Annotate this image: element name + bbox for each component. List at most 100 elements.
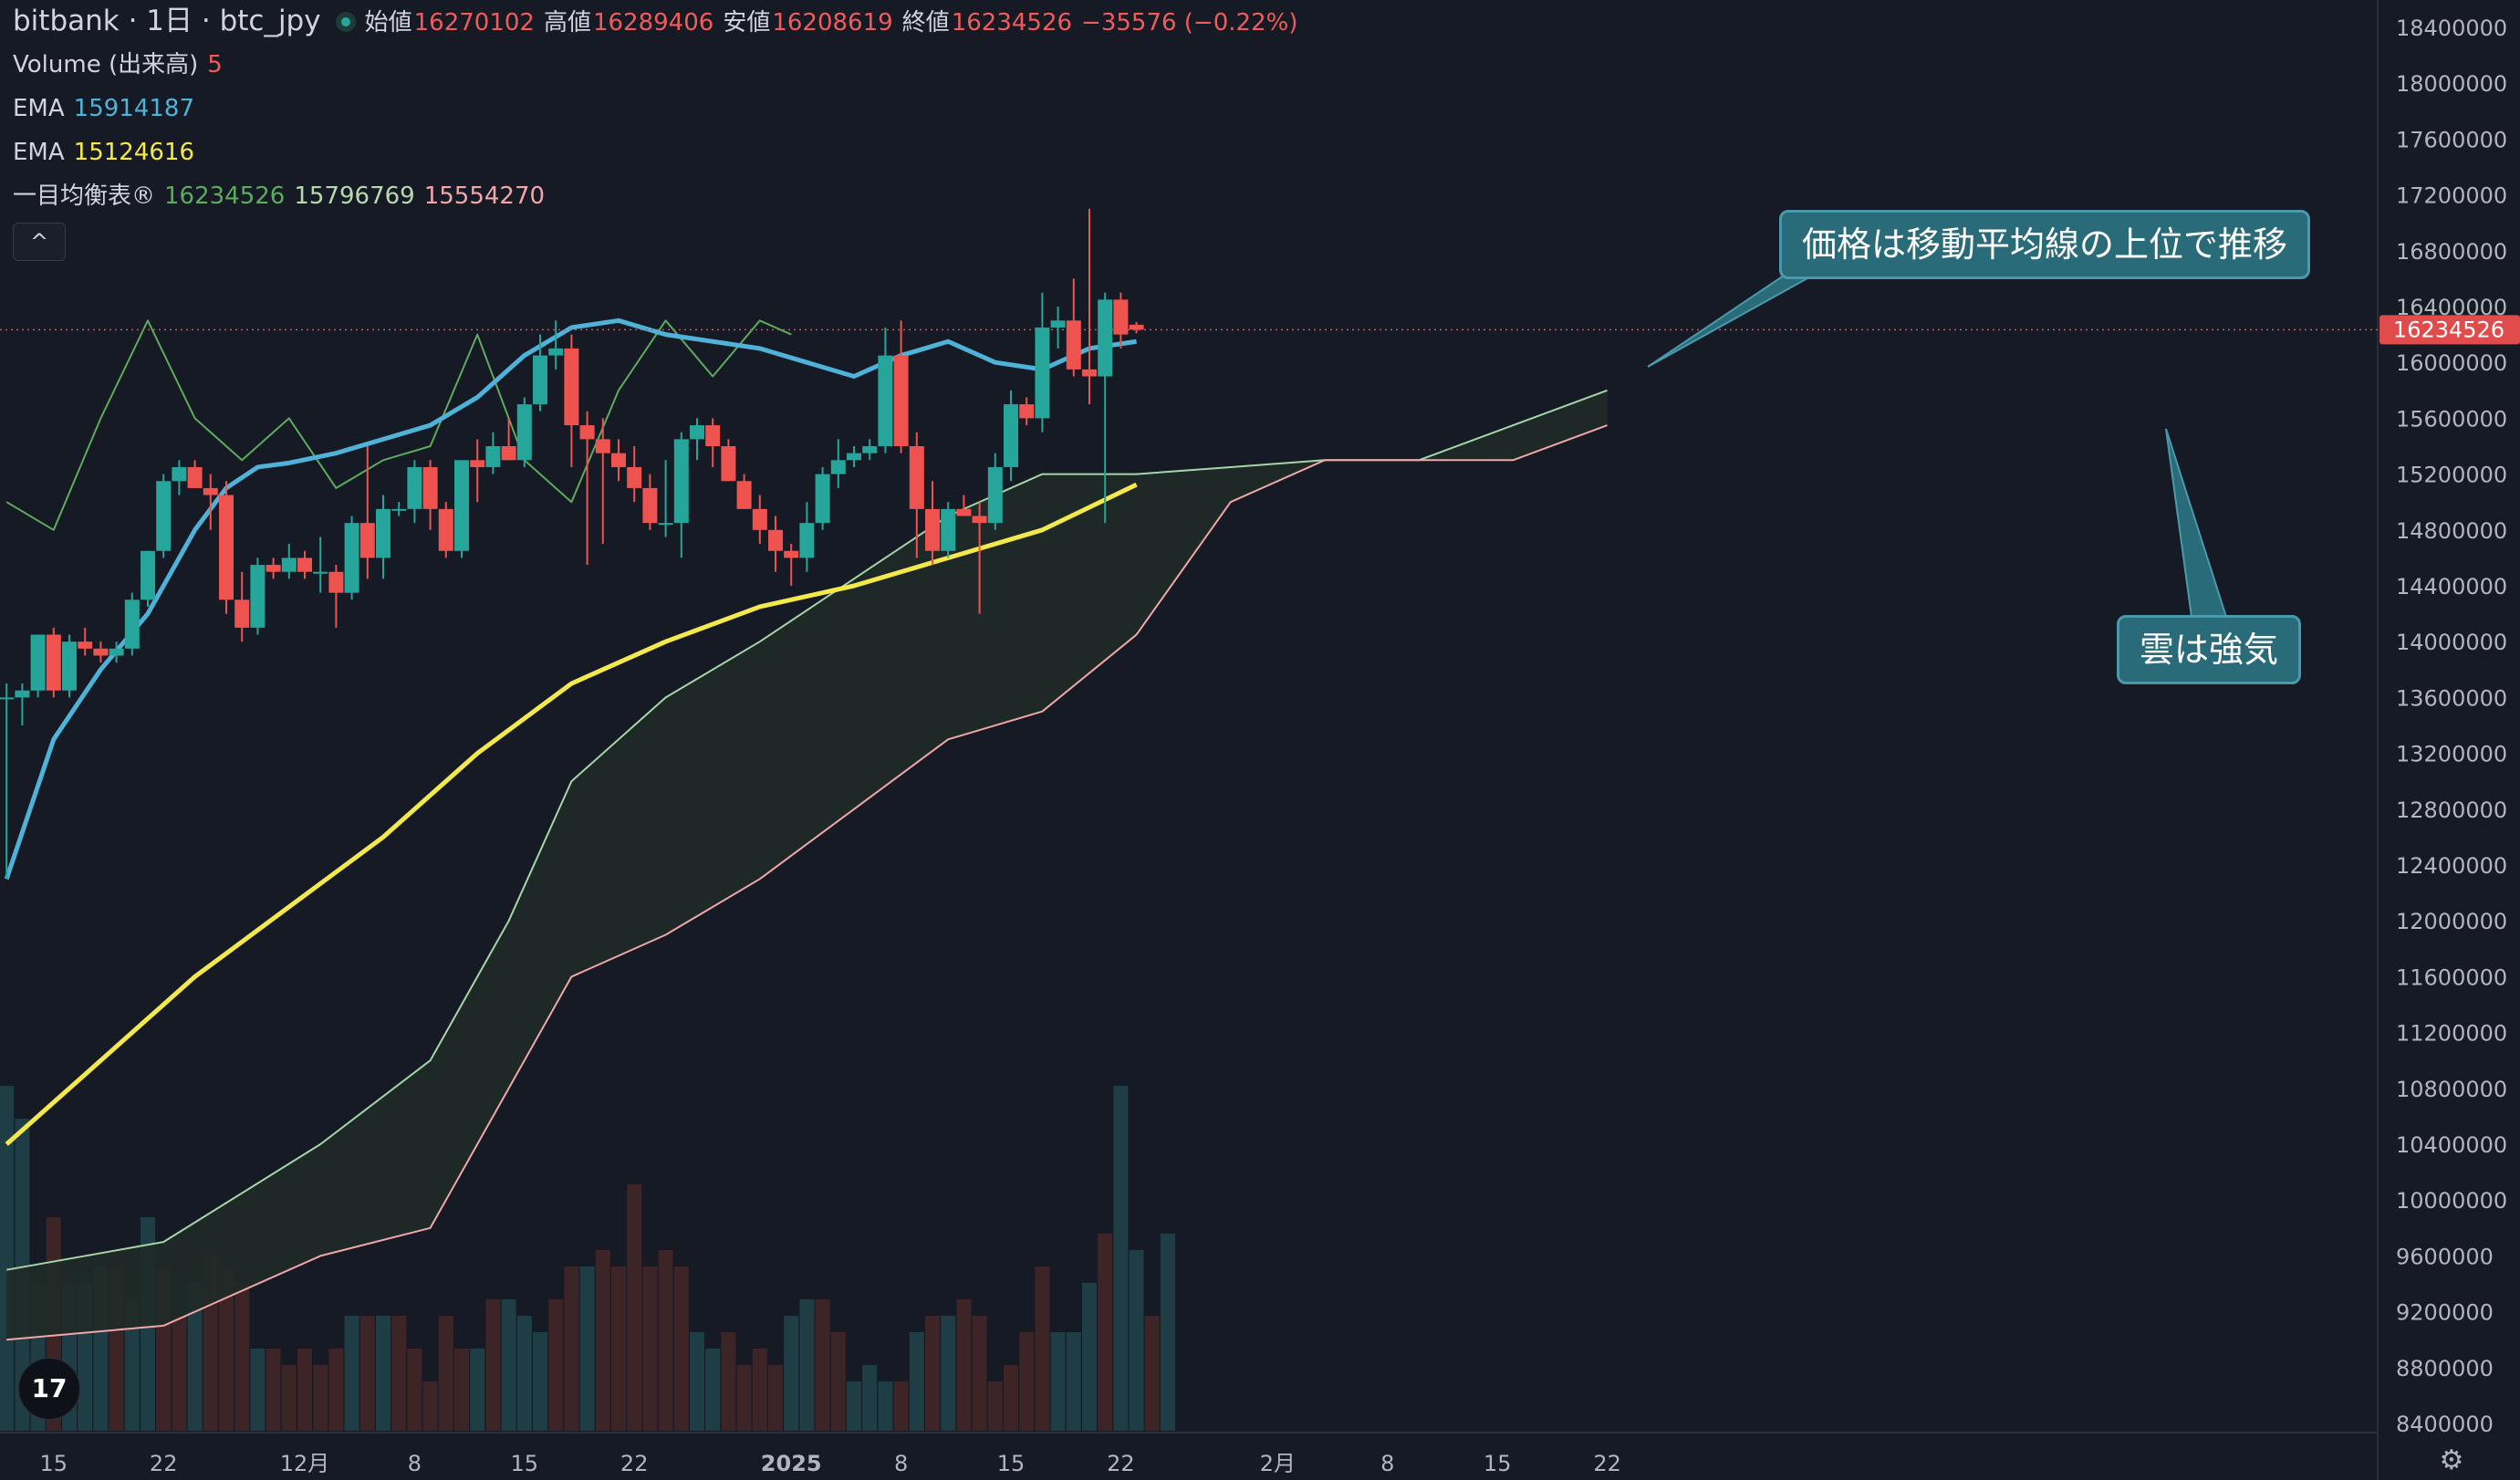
- candle-body: [642, 487, 658, 524]
- open-label: 始値: [364, 9, 412, 36]
- candle-body: [1019, 404, 1035, 419]
- ema-fast-legend[interactable]: EMA 15914187: [13, 95, 203, 122]
- volume-bar: [1098, 1234, 1113, 1431]
- settings-gear-icon[interactable]: ⚙: [2439, 1444, 2464, 1476]
- high-value: 16289406: [592, 9, 714, 36]
- volume-bar: [422, 1381, 438, 1431]
- price-axis-tick: 12400000: [2396, 853, 2507, 879]
- candle-body: [1050, 320, 1066, 328]
- candle-body: [752, 508, 767, 530]
- volume-bar: [815, 1299, 830, 1431]
- open-value: 16270102: [413, 9, 535, 36]
- candle-body: [658, 523, 673, 526]
- volume-bar: [501, 1299, 516, 1431]
- tradingview-logo-icon[interactable]: 17: [18, 1358, 80, 1420]
- candle-body: [391, 508, 407, 511]
- candle-body: [595, 439, 610, 453]
- symbol-title[interactable]: bitbank · 1日 · btc_jpy: [13, 5, 321, 37]
- volume-bar: [1050, 1332, 1066, 1431]
- volume-bar: [172, 1316, 187, 1431]
- volume-bar: [987, 1381, 1003, 1431]
- price-axis-tick: 17600000: [2396, 127, 2507, 152]
- candle-body: [925, 508, 940, 551]
- candle-body: [1035, 327, 1050, 419]
- volume-bar: [690, 1332, 704, 1431]
- volume-bar: [470, 1349, 485, 1431]
- price-axis-tick: 12800000: [2396, 797, 2507, 823]
- cloud-callout-pointer: [2165, 428, 2228, 618]
- volume-bar: [893, 1381, 909, 1431]
- volume-bar: [972, 1316, 987, 1431]
- candle-body: [1129, 324, 1144, 330]
- candle-body: [78, 641, 93, 649]
- time-axis-tick: 22: [150, 1451, 178, 1476]
- price-axis-tick: 12000000: [2396, 909, 2507, 934]
- candle-body: [972, 516, 987, 524]
- volume-bar: [376, 1316, 390, 1431]
- candle-body: [956, 508, 972, 516]
- price-axis-tick: 10800000: [2396, 1077, 2507, 1102]
- volume-bar: [768, 1365, 783, 1431]
- time-axis-tick: 8: [894, 1451, 908, 1476]
- time-axis-tick: 8: [1380, 1451, 1394, 1476]
- ema-fast-label: EMA: [13, 95, 65, 122]
- volume-bar: [627, 1184, 642, 1431]
- volume-bar: [752, 1349, 767, 1431]
- candle-body: [611, 453, 626, 467]
- candle-body: [124, 599, 140, 649]
- ema-fast-line: [4, 318, 1137, 881]
- candle-body: [721, 446, 736, 482]
- price-axis-tick: 14800000: [2396, 518, 2507, 544]
- candle-body: [250, 565, 266, 628]
- candle-body: [438, 508, 453, 551]
- volume-bar: [1161, 1234, 1175, 1431]
- last-price-tag: [2379, 315, 2520, 345]
- candle-body: [313, 571, 328, 574]
- volume-bar: [799, 1299, 815, 1431]
- collapse-legend-button[interactable]: ^: [13, 223, 66, 261]
- ema-fast-value: 15914187: [73, 95, 194, 122]
- candle-body: [485, 446, 501, 467]
- volume-bar: [1113, 1086, 1129, 1431]
- price-axis-tick: 10000000: [2396, 1188, 2507, 1214]
- volume-bar: [878, 1381, 893, 1431]
- volume-legend[interactable]: Volume (出来高) 5: [13, 51, 232, 78]
- change-value: −35576 (−0.22%): [1081, 9, 1298, 36]
- ema-slow-value: 15124616: [73, 139, 194, 166]
- price-axis-tick: 8400000: [2396, 1412, 2494, 1437]
- candle-body: [815, 474, 830, 524]
- market-status-icon: [335, 12, 356, 32]
- price-axis-tick: 14400000: [2396, 574, 2507, 599]
- volume-bar: [1129, 1250, 1144, 1431]
- price-axis-tick: 16800000: [2396, 239, 2507, 265]
- candle-body: [799, 523, 815, 558]
- volume-bar: [1004, 1365, 1018, 1431]
- volume-bar: [579, 1266, 595, 1431]
- volume-bar: [705, 1349, 721, 1431]
- time-axis-tick: 2025: [761, 1451, 822, 1476]
- ichimoku-value-3: 15554270: [423, 182, 546, 210]
- ema-slow-legend[interactable]: EMA 15124616: [13, 139, 203, 166]
- candle-body: [627, 466, 642, 488]
- candle-body: [784, 550, 799, 558]
- price-axis-tick: 18000000: [2396, 71, 2507, 97]
- header-row: bitbank · 1日 · btc_jpy 始値16270102 高値162894…: [13, 5, 1307, 37]
- volume-label: Volume (出来高): [13, 51, 199, 78]
- volume-bar: [187, 1283, 203, 1431]
- volume-bar: [516, 1316, 532, 1431]
- candle-body: [830, 460, 846, 474]
- volume-bar: [830, 1332, 846, 1431]
- volume-bar: [281, 1365, 297, 1431]
- candle-body: [533, 355, 547, 405]
- ichimoku-legend[interactable]: 一目均衡表® 16234526 15796769 15554270: [13, 182, 554, 210]
- volume-bar: [344, 1316, 359, 1431]
- time-axis-tick: 12月: [280, 1451, 330, 1476]
- candle-body: [219, 495, 234, 600]
- volume-bar: [1019, 1332, 1035, 1431]
- price-axis-tick: 9600000: [2396, 1244, 2494, 1269]
- candle-body: [156, 481, 172, 551]
- candle-body: [172, 466, 187, 482]
- low-value: 16208619: [772, 9, 893, 36]
- volume-bar: [736, 1365, 752, 1431]
